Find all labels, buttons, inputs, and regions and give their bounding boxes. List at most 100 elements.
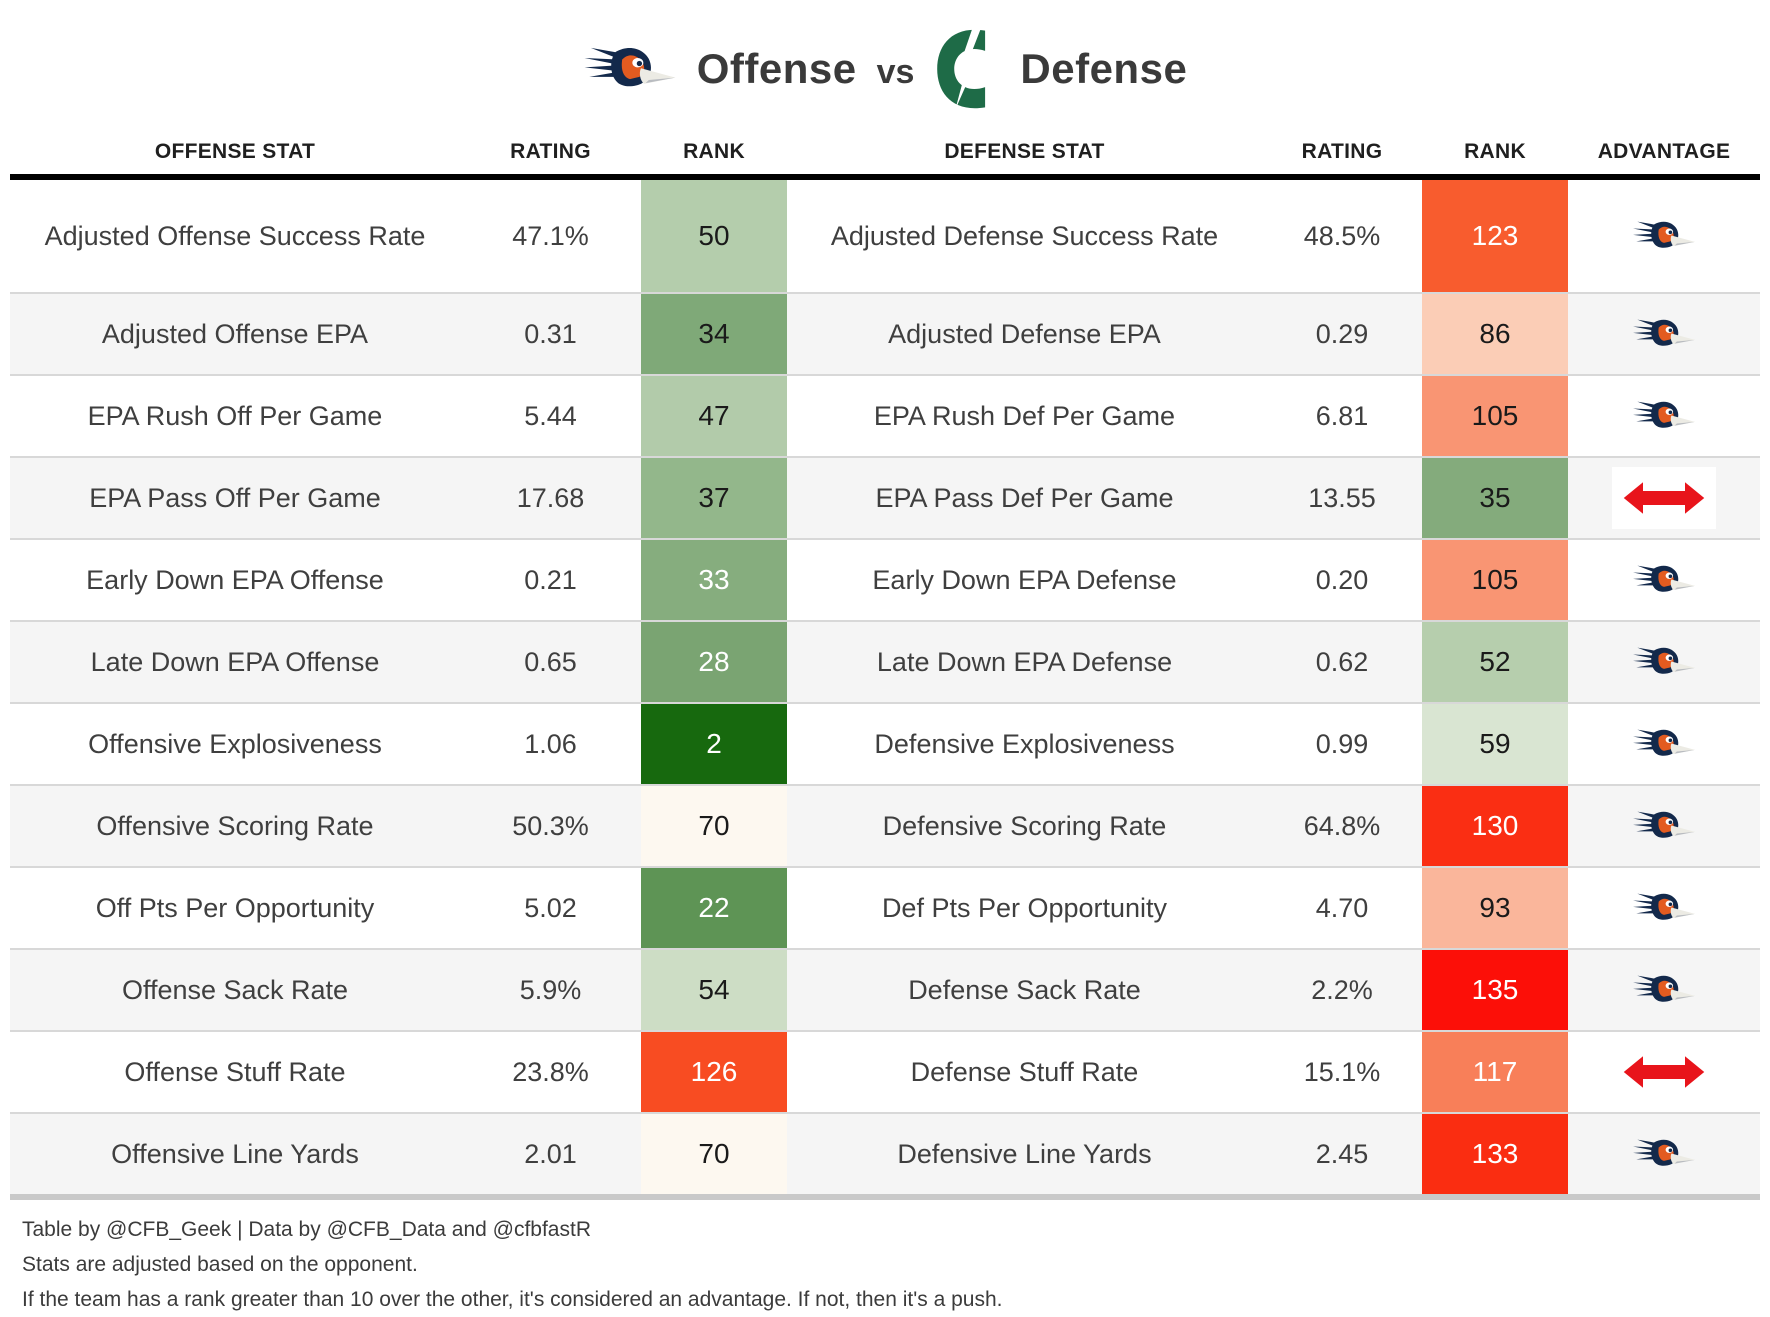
offense-rank-cell: 2 [641, 704, 787, 784]
push-arrow-icon [1623, 482, 1705, 514]
advantage-cell [1568, 376, 1760, 456]
defense-stat-cell: Defense Stuff Rate [787, 1032, 1262, 1112]
advantage-cell [1568, 950, 1760, 1030]
advantage-cell [1568, 180, 1760, 292]
offense-rank-cell: 70 [641, 1114, 787, 1194]
offense-stat-cell: Offense Stuff Rate [10, 1032, 460, 1112]
defense-rank-cell: 93 [1422, 868, 1568, 948]
utsa-roadrunner-logo [1633, 811, 1695, 838]
offense-stat-cell: EPA Pass Off Per Game [10, 458, 460, 538]
utsa-roadrunner-logo [1633, 221, 1695, 248]
offense-rank-cell: 54 [641, 950, 787, 1030]
offense-rating-cell: 23.8% [460, 1032, 641, 1112]
push-arrow-icon [1623, 1056, 1705, 1088]
defense-rating-cell: 6.81 [1262, 376, 1422, 456]
offense-rank-cell: 28 [641, 622, 787, 702]
header-offense-stat: OFFENSE STAT [154, 140, 316, 163]
header-advantage: ADVANTAGE [1597, 140, 1731, 163]
charlotte-49ers-logo [937, 28, 986, 110]
utsa-roadrunner-logo [1633, 729, 1695, 756]
offense-rating-cell: 47.1% [460, 180, 641, 292]
offense-stat-cell: Off Pts Per Opportunity [10, 868, 460, 948]
defense-rank-cell: 52 [1422, 622, 1568, 702]
footer-note-2: If the team has a rank greater than 10 o… [22, 1288, 1003, 1311]
offense-stat-cell: Early Down EPA Offense [10, 540, 460, 620]
utsa-roadrunner-logo [1633, 647, 1695, 674]
advantage-cell [1568, 540, 1760, 620]
footer-credit: Table by @CFB_Geek | Data by @CFB_Data a… [22, 1218, 591, 1241]
offense-rating-cell: 1.06 [460, 704, 641, 784]
push-indicator [1612, 467, 1716, 529]
utsa-roadrunner-logo [584, 47, 676, 87]
offense-rating-cell: 0.65 [460, 622, 641, 702]
defense-rating-cell: 48.5% [1262, 180, 1422, 292]
advantage-cell [1568, 458, 1760, 538]
offense-rank-cell: 33 [641, 540, 787, 620]
table-row: Offensive Line Yards 2.01 70 Defensive Line… [10, 1112, 1760, 1194]
defense-rating-cell: 15.1% [1262, 1032, 1422, 1112]
header-offense-rank: RANK [683, 140, 745, 163]
header-offense-rating: RATING [510, 140, 591, 163]
advantage-cell [1568, 1032, 1760, 1112]
utsa-roadrunner-logo [1633, 319, 1695, 346]
offense-rank-cell: 34 [641, 294, 787, 374]
advantage-cell [1568, 1114, 1760, 1194]
table-bottom-bar [10, 1194, 1760, 1200]
defense-rating-cell: 0.62 [1262, 622, 1422, 702]
defense-rank-cell: 117 [1422, 1032, 1568, 1112]
table-header-row: OFFENSE STAT RATING RANK DEFENSE STAT RA… [10, 130, 1760, 174]
offense-rank-cell: 22 [641, 868, 787, 948]
defense-title-label: Defense [1020, 45, 1188, 92]
offense-rank-cell: 50 [641, 180, 787, 292]
push-indicator [1612, 1041, 1716, 1103]
footer: Table by @CFB_Geek | Data by @CFB_Data a… [0, 1200, 1770, 1317]
defense-rank-cell: 123 [1422, 180, 1568, 292]
offense-rank-cell: 126 [641, 1032, 787, 1112]
utsa-roadrunner-logo [1633, 893, 1695, 920]
offense-stat-cell: Offensive Explosiveness [10, 704, 460, 784]
offense-rating-cell: 5.44 [460, 376, 641, 456]
table-body: Adjusted Offense Success Rate 47.1% 50 Adju… [10, 180, 1760, 1194]
utsa-roadrunner-logo [1633, 401, 1695, 428]
defense-stat-cell: Late Down EPA Defense [787, 622, 1262, 702]
defense-stat-cell: Defensive Line Yards [787, 1114, 1262, 1194]
table-row: Off Pts Per Opportunity 5.02 22 Def Pts Per… [10, 866, 1760, 948]
offense-stat-cell: Adjusted Offense Success Rate [10, 180, 460, 292]
header-rule [10, 174, 1760, 180]
utsa-roadrunner-logo [1633, 975, 1695, 1002]
header-defense-stat: DEFENSE STAT [944, 140, 1105, 163]
defense-stat-cell: Early Down EPA Defense [787, 540, 1262, 620]
table-row: Adjusted Offense EPA 0.31 34 Adjusted Defen… [10, 292, 1760, 374]
table-row: Late Down EPA Offense 0.65 28 Late Down EPA… [10, 620, 1760, 702]
offense-stat-cell: Offensive Scoring Rate [10, 786, 460, 866]
advantage-cell [1568, 868, 1760, 948]
table-row: Early Down EPA Offense 0.21 33 Early Down E… [10, 538, 1760, 620]
offense-rating-cell: 0.21 [460, 540, 641, 620]
utsa-roadrunner-logo [1633, 1139, 1695, 1166]
advantage-cell [1568, 294, 1760, 374]
defense-rank-cell: 135 [1422, 950, 1568, 1030]
offense-rating-cell: 17.68 [460, 458, 641, 538]
table-row: Offensive Scoring Rate 50.3% 70 Defensive S… [10, 784, 1760, 866]
offense-stat-cell: EPA Rush Off Per Game [10, 376, 460, 456]
defense-rating-cell: 0.29 [1262, 294, 1422, 374]
title-bar: Offense vs Defense [0, 0, 1770, 130]
defense-stat-cell: Defensive Scoring Rate [787, 786, 1262, 866]
defense-rank-cell: 130 [1422, 786, 1568, 866]
footer-note-1: Stats are adjusted based on the opponent… [22, 1253, 418, 1276]
defense-rating-cell: 64.8% [1262, 786, 1422, 866]
advantage-cell [1568, 704, 1760, 784]
defense-stat-cell: EPA Rush Def Per Game [787, 376, 1262, 456]
table-row: Adjusted Offense Success Rate 47.1% 50 Adju… [10, 180, 1760, 292]
offense-rating-cell: 50.3% [460, 786, 641, 866]
defense-rank-cell: 59 [1422, 704, 1568, 784]
defense-rating-cell: 0.99 [1262, 704, 1422, 784]
offense-rank-cell: 47 [641, 376, 787, 456]
defense-stat-cell: Adjusted Defense EPA [787, 294, 1262, 374]
defense-stat-cell: Defense Sack Rate [787, 950, 1262, 1030]
defense-rank-cell: 105 [1422, 540, 1568, 620]
offense-stat-cell: Offense Sack Rate [10, 950, 460, 1030]
advantage-cell [1568, 622, 1760, 702]
table-row: Offense Stuff Rate 23.8% 126 Defense Stuff … [10, 1030, 1760, 1112]
